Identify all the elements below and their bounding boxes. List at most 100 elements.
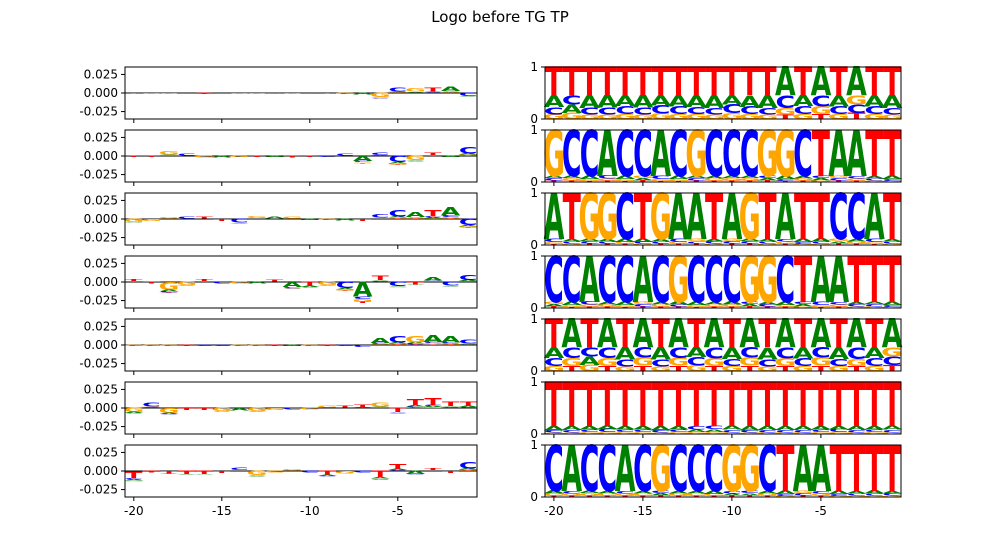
svg-text:C: C [758,304,778,307]
logo-letter-G: G [614,365,636,373]
logo-letter-A: A [370,406,390,407]
logo-letter-A: A [300,219,320,221]
svg-text:G: G [123,345,144,347]
logo-letter-T: T [812,181,830,254]
logo-letter-T: T [669,495,687,497]
logo-letter-T: T [389,463,407,471]
logo-letter-C: C [686,425,706,430]
svg-text:A: A [704,490,725,495]
logo-letter-A: A [739,311,760,357]
logo-letter-C: C [829,181,849,254]
logo-letter-A: A [458,153,478,155]
logo-letter-T: T [580,370,599,441]
logo-letter-A: A [353,279,373,302]
logo-letter-G: G [650,432,672,434]
logo-letter-T: T [563,495,581,497]
svg-text:T: T [580,59,598,105]
svg-text:C: C [544,178,564,182]
logo-letter-G: G [685,304,707,307]
svg-text:G: G [405,217,426,218]
y-tick-label: 0.000 [84,401,118,415]
logo-letter-C: C [389,154,408,164]
svg-text:G: G [317,405,338,408]
svg-text:T: T [812,364,831,373]
logo-letter-C: C [459,339,478,345]
logo-letter-T: T [652,180,670,182]
svg-text:C: C [389,209,408,219]
logo-letter-G: G [792,490,814,494]
logo-letter-T: T [776,433,794,506]
svg-text:G: G [703,113,725,120]
logo-letter-A: A [423,277,443,282]
svg-text:C: C [811,345,831,361]
logo-letter-C: C [722,244,742,317]
logo-letter-C: C [740,241,760,245]
svg-text:G: G [352,162,373,163]
svg-text:A: A [230,407,250,411]
logo-letter-A: A [846,425,867,431]
logo-letter-T: T [883,59,901,105]
svg-text:G: G [614,365,636,373]
svg-text:C: C [740,118,760,191]
svg-text:G: G [810,243,832,245]
svg-text:C: C [776,429,796,433]
logo-letter-A: A [370,280,390,281]
logo-letter-A: A [615,175,636,180]
svg-text:T: T [598,495,616,497]
logo-letter-C: C [353,471,372,474]
svg-text:G: G [335,289,356,290]
logo-letter-T: T [830,180,848,183]
logo-letter-G: G [774,106,796,117]
svg-text:G: G [810,432,832,435]
y-tick-label: 1 [530,249,538,263]
svg-text:T: T [563,181,581,254]
logo-letter-A: A [615,238,636,243]
logo-letter-T: T [865,370,884,441]
logo-letter-T: T [687,495,705,497]
svg-text:A: A [561,102,582,115]
svg-text:C: C [651,430,671,434]
logo-letter-T: T [883,370,902,441]
logo-letter-G: G [299,408,320,411]
svg-text:A: A [597,301,618,305]
logo-letter-T: T [687,59,705,105]
logo-letter-A: A [142,407,162,408]
svg-text:T: T [634,306,652,309]
svg-text:T: T [354,404,372,408]
y-tick-label: 1 [530,438,538,452]
svg-text:G: G [579,304,601,307]
svg-text:T: T [424,395,442,407]
logo-letter-C: C [847,429,867,433]
logo-letter-G: G [863,432,885,435]
svg-text:T: T [336,405,354,408]
svg-text:G: G [792,178,814,182]
logo-letter-A: A [704,93,725,113]
svg-text:G: G [614,493,636,497]
svg-text:G: G [650,365,672,373]
logo-letter-T: T [776,306,794,308]
logo-letter-A: A [597,425,618,430]
logo-letter-C: C [424,216,443,218]
logo-letter-C: C [301,287,320,288]
logo-letter-T: T [758,306,776,308]
svg-text:T: T [652,311,670,357]
logo-letter-T: T [865,59,883,105]
svg-text:T: T [776,181,794,183]
svg-text:C: C [459,461,478,471]
svg-text:C: C [544,244,564,317]
logo-letter-T: T [758,180,776,183]
svg-text:C: C [195,345,214,347]
svg-text:C: C [704,345,724,363]
logo-letter-G: G [650,433,672,506]
svg-text:G: G [405,335,426,345]
svg-text:C: C [441,281,460,287]
svg-text:A: A [124,222,144,223]
logo-letter-C: C [793,301,813,305]
svg-text:C: C [740,345,760,361]
logo-letter-A: A [423,91,443,92]
logo-letter-A: A [370,155,390,156]
svg-text:T: T [669,59,687,105]
svg-text:C: C [740,241,760,245]
logo-letter-C: C [389,470,408,471]
svg-text:A: A [846,311,867,357]
